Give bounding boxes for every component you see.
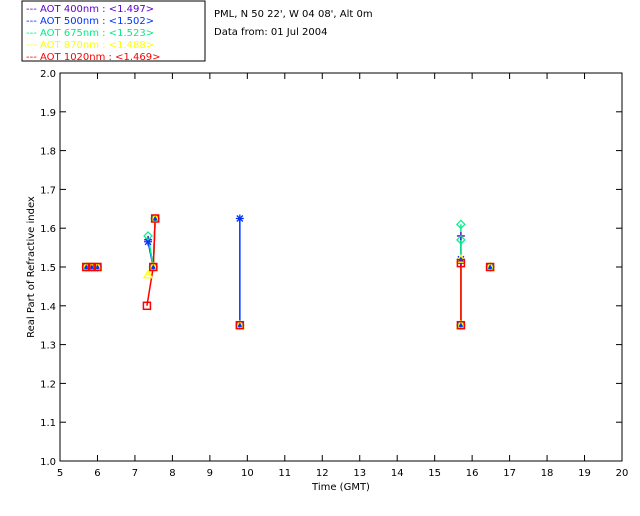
x-tick-label: 9 — [207, 468, 213, 479]
data-point-asterisk — [456, 321, 465, 330]
x-tick-label: 15 — [428, 468, 441, 479]
y-axis-label: Real Part of Refractive index — [26, 196, 37, 338]
data-point-asterisk — [144, 237, 153, 246]
legend-entry: --- AOT 1020nm : <1.469> — [26, 52, 160, 63]
data-point-asterisk — [82, 263, 91, 271]
x-tick-label: 12 — [316, 468, 329, 479]
data-point-diamond — [456, 234, 466, 245]
chart-title-line-2: Data from: 01 Jul 2004 — [214, 27, 327, 38]
data-point-triangle — [142, 269, 154, 279]
data-point-asterisk — [235, 214, 244, 223]
y-tick-label: 1.0 — [40, 457, 56, 468]
data-point-square — [456, 258, 466, 268]
series-line-segment — [146, 266, 155, 306]
x-tick-label: 6 — [94, 468, 100, 479]
x-axis-label: Time (GMT) — [311, 482, 370, 493]
y-tick-label: 1.1 — [40, 418, 56, 429]
y-tick-label: 2.0 — [40, 69, 56, 80]
data-point-square — [87, 262, 97, 272]
data-point-square — [456, 320, 466, 330]
data-point-asterisk — [235, 321, 244, 330]
x-tick-label: 14 — [391, 468, 404, 479]
x-tick-label: 8 — [169, 468, 175, 479]
data-point-asterisk — [486, 263, 495, 271]
y-tick-label: 1.6 — [40, 224, 56, 235]
data-point-diamond — [143, 231, 153, 241]
y-tick-label: 1.5 — [40, 263, 56, 274]
data-point-square — [149, 262, 158, 272]
x-tick-label: 7 — [132, 468, 138, 479]
data-point-square — [235, 320, 245, 330]
legend-entry: --- AOT 675nm : <1.523> — [26, 28, 154, 39]
data-point-asterisk — [87, 263, 96, 271]
y-tick-label: 1.8 — [40, 147, 56, 158]
data-point-asterisk — [93, 263, 102, 271]
x-tick-label: 20 — [616, 468, 629, 479]
data-point-square — [485, 262, 495, 272]
data-point-diamond — [456, 219, 466, 230]
legend-box — [21, 0, 206, 62]
series-line-segment — [152, 218, 156, 268]
y-tick-label: 1.7 — [40, 185, 56, 196]
y-tick-label: 1.9 — [40, 108, 56, 119]
legend-entry: --- AOT 870nm : <1.488> — [26, 40, 154, 51]
x-tick-label: 17 — [503, 468, 516, 479]
x-tick-label: 13 — [353, 468, 366, 479]
y-tick-label: 1.2 — [40, 379, 56, 390]
x-tick-label: 5 — [57, 468, 63, 479]
data-point-triangle — [455, 253, 467, 263]
chart-title-line-1: PML, N 50 22', W 04 08', Alt 0m — [214, 9, 373, 20]
legend-entry: --- AOT 400nm : <1.497> — [26, 4, 154, 15]
data-point-asterisk — [151, 214, 160, 223]
legend-entry: --- AOT 500nm : <1.502> — [26, 16, 154, 27]
y-tick-label: 1.3 — [40, 341, 56, 352]
x-tick-label: 10 — [241, 468, 254, 479]
y-tick-label: 1.4 — [40, 302, 56, 313]
data-point-asterisk — [149, 263, 158, 271]
plot-frame — [59, 72, 623, 462]
data-point-square — [150, 214, 160, 223]
legend: --- AOT 400nm : <1.497>--- AOT 500nm : <… — [26, 4, 160, 63]
data-point-square — [93, 262, 102, 272]
x-tick-label: 16 — [466, 468, 479, 479]
data-point-square — [81, 262, 91, 272]
x-tick-label: 11 — [278, 468, 291, 479]
x-tick-label: 18 — [541, 468, 554, 479]
data-point-square — [142, 301, 152, 311]
x-tick-label: 19 — [578, 468, 591, 479]
